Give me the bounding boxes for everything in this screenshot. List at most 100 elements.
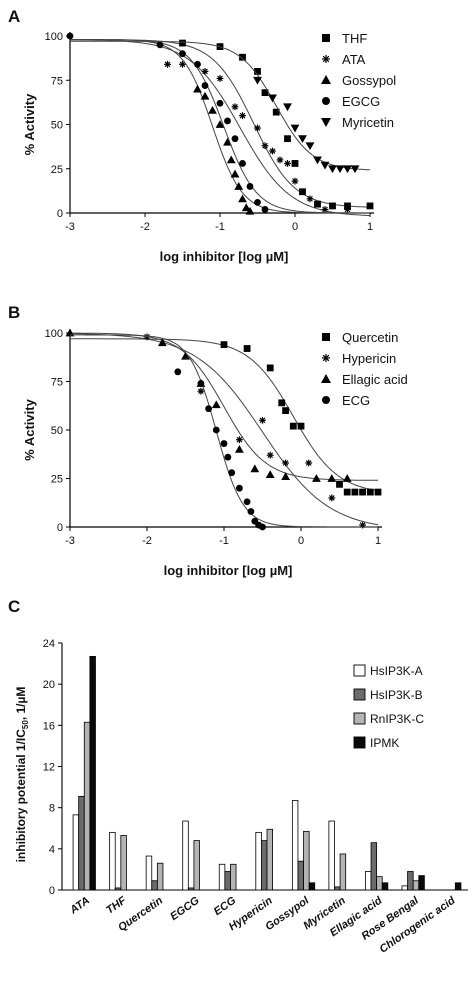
data-point-ata — [321, 206, 329, 213]
y-axis-label-main: inhibitory potential 1/IC — [14, 729, 28, 863]
x-tick-label: -2 — [142, 535, 152, 547]
legend-label: Quercetin — [342, 330, 398, 345]
data-point-egcg — [224, 117, 231, 125]
data-point-myricetin — [320, 161, 330, 170]
data-point-ellagic-acid — [342, 474, 352, 482]
data-point-myricetin — [290, 124, 300, 133]
data-point-quercetin — [289, 422, 297, 430]
data-point-egcg — [194, 60, 201, 68]
data-point-thf — [179, 39, 186, 47]
legend-label: EGCG — [342, 94, 380, 109]
bar-hsip3k-a-gossypol — [291, 800, 299, 891]
data-point-egcg — [246, 183, 254, 190]
y-tick-label: 12 — [43, 762, 55, 774]
bar-rnip3k-c-myricetin — [339, 853, 347, 891]
data-point-gossypol — [230, 169, 240, 178]
legend-label: Ellagic acid — [342, 372, 408, 387]
bar-hsip3k-b-rose-bengal — [407, 871, 414, 891]
category-label: ATA — [67, 895, 92, 917]
data-point-ellagic-acid — [250, 464, 260, 473]
data-point-hypericin — [259, 416, 266, 424]
bar-rnip3k-c-quercetin — [156, 862, 164, 891]
legend-marker-egcg — [322, 97, 330, 105]
bar-rnip3k-c-ecg — [230, 863, 237, 891]
data-point-ecg — [224, 453, 232, 461]
data-point-gossypol — [223, 137, 232, 146]
data-point-quercetin — [282, 407, 289, 414]
data-point-myricetin — [305, 142, 315, 151]
fit-curve-quercetin — [70, 338, 379, 492]
data-point-egcg — [179, 50, 186, 58]
data-point-ata — [216, 75, 224, 82]
bar-rnip3k-c-ata — [83, 721, 91, 891]
data-point-thf — [284, 135, 291, 143]
data-point-myricetin — [268, 94, 277, 103]
legend-label: Myricetin — [342, 115, 394, 130]
data-point-ecg — [212, 426, 220, 434]
bar-hsip3k-b-hypericin — [260, 840, 268, 891]
data-point-hypericin — [305, 459, 313, 467]
x-tick-label: 1 — [375, 535, 381, 547]
data-point-ata — [201, 68, 209, 75]
data-point-gossypol — [215, 120, 225, 128]
data-point-hypericin — [282, 459, 289, 467]
data-point-quercetin — [297, 422, 305, 430]
data-point-thf — [239, 53, 246, 61]
bar-hsip3k-a-thf — [109, 831, 116, 891]
legend-swatch-hsip3k-b — [353, 688, 366, 701]
data-point-gossypol — [208, 105, 217, 114]
y-tick-label: 16 — [43, 720, 55, 732]
legend-swatch-rnip3k-c — [353, 712, 366, 725]
legend-marker-ecg — [322, 396, 330, 404]
data-point-gossypol — [245, 206, 255, 215]
data-point-ellagic-acid — [265, 470, 275, 479]
bar-hsip3k-a-hypericin — [255, 831, 262, 891]
data-point-quercetin — [266, 364, 274, 372]
bar-hsip3k-b-ecg — [224, 871, 231, 891]
dose-response-chart-b: 0 25 50 75 100 -3 -2 -1 0 1 log inhibitor [log µM]… — [22, 328, 408, 578]
x-tick-label: 0 — [298, 535, 304, 547]
data-point-ellagic-acid — [235, 445, 244, 453]
data-point-hypericin — [197, 387, 205, 395]
bar-hsip3k-a-ecg — [218, 863, 226, 891]
data-point-ecg — [236, 484, 243, 492]
data-point-myricetin — [253, 76, 262, 85]
data-point-egcg — [66, 32, 74, 40]
data-point-egcg — [201, 82, 209, 89]
data-point-myricetin — [283, 103, 292, 112]
data-point-ellagic-acid — [158, 338, 167, 347]
data-point-ata — [276, 156, 284, 164]
y-tick-label: 4 — [49, 844, 55, 856]
bar-hsip3k-a-ellagic-acid — [365, 871, 372, 891]
data-point-myricetin — [298, 135, 307, 144]
legend-marker-quercetin — [322, 333, 330, 341]
y-axis-label: % Activity — [22, 93, 37, 155]
legend-label: HsIP3K-B — [370, 688, 423, 702]
data-point-quercetin — [374, 488, 382, 496]
bar-hsip3k-a-ata — [72, 814, 80, 891]
data-point-ata — [269, 147, 276, 155]
legend-swatch-hsip3k-a — [353, 664, 366, 677]
data-point-egcg — [231, 135, 239, 143]
data-point-myricetin — [343, 165, 352, 174]
y-tick-label: 0 — [57, 208, 63, 220]
legend-label: Gossypol — [342, 73, 396, 88]
legend-swatch-ipmk — [353, 736, 366, 749]
y-tick-label: 8 — [49, 803, 55, 815]
bar-rnip3k-c-ellagic-acid — [376, 876, 383, 891]
y-axis-label-unit: , 1/µM — [14, 687, 28, 721]
data-point-ecg — [247, 508, 255, 515]
y-tick-label: 100 — [45, 31, 63, 43]
legend-marker-myricetin — [321, 118, 331, 127]
legend-marker-thf — [322, 34, 330, 42]
data-point-myricetin — [313, 156, 322, 165]
panel-label-b: B — [8, 303, 20, 322]
bar-hsip3k-a-myricetin — [328, 820, 335, 891]
legend-label: ECG — [342, 393, 370, 408]
data-point-ecg — [243, 498, 251, 506]
bar-rnip3k-c-egcg — [193, 840, 200, 891]
data-point-hypericin — [236, 436, 243, 444]
bar-rnip3k-c-thf — [120, 835, 127, 891]
legend-label: HsIP3K-A — [370, 664, 423, 678]
data-point-myricetin — [335, 165, 345, 174]
